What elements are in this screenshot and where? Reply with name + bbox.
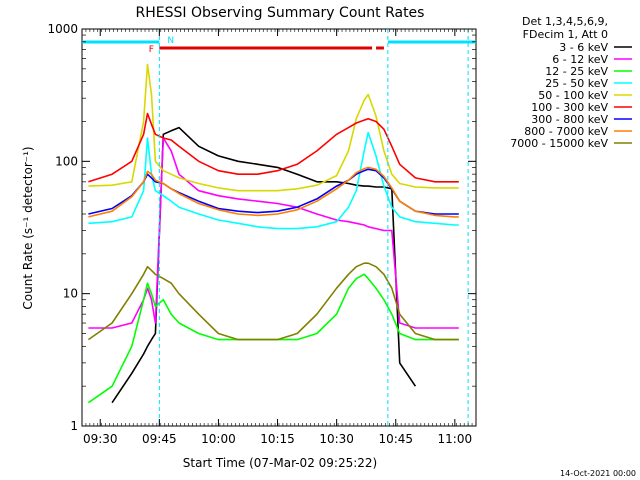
x-tick-label: 09:30 xyxy=(83,432,118,446)
legend-entry-label: 300 - 800 keV xyxy=(531,113,608,126)
series-line-2 xyxy=(87,273,459,404)
x-tick-label: 10:45 xyxy=(378,432,413,446)
flag-bars: NF xyxy=(82,29,476,426)
plot-area xyxy=(81,28,477,427)
series-line-3 xyxy=(88,131,459,230)
x-tick-label: 11:00 xyxy=(438,432,473,446)
series-line-8 xyxy=(87,262,459,341)
legend-header: Det 1,3,4,5,6,9, xyxy=(522,15,608,28)
legend-entry-label: 3 - 6 keV xyxy=(559,41,608,54)
series-line-5 xyxy=(88,112,459,183)
legend-entry-label: 800 - 7000 keV xyxy=(524,125,608,138)
x-tick-label: 09:45 xyxy=(142,432,177,446)
legend-entry-label: 7000 - 15000 keV xyxy=(510,137,608,150)
legend-entry-label: 25 - 50 keV xyxy=(545,77,608,90)
series-group xyxy=(87,63,459,404)
series-line-0 xyxy=(111,126,417,404)
chart-title: RHESSI Observing Summary Count Rates xyxy=(136,5,425,21)
legend-entry-label: 100 - 300 keV xyxy=(531,101,608,114)
y-tick-label: 1 xyxy=(70,419,78,433)
y-tick-label: 1000 xyxy=(47,22,78,36)
night-flag-label: N xyxy=(167,36,174,46)
x-tick-label: 10:00 xyxy=(201,432,236,446)
series-line-7 xyxy=(88,166,459,218)
legend-entry-label: 12 - 25 keV xyxy=(545,65,608,78)
legend: Det 1,3,4,5,6,9,FDecim 1, Att 03 - 6 keV… xyxy=(510,15,632,150)
plot-frame xyxy=(81,28,477,427)
series-line-1 xyxy=(88,137,459,329)
y-tick-label: 100 xyxy=(55,154,78,168)
series-line-4 xyxy=(88,63,459,192)
x-axis-label: Start Time (07-Mar-02 09:25:22) xyxy=(183,456,377,470)
legend-header: FDecim 1, Att 0 xyxy=(523,28,608,41)
x-tick-label: 10:30 xyxy=(319,432,354,446)
x-tick-label: 10:15 xyxy=(260,432,295,446)
y-axis-label: Count Rate (s⁻¹ detector⁻¹) xyxy=(21,146,35,309)
legend-entry-label: 50 - 100 keV xyxy=(538,89,608,102)
flare-flag-label: F xyxy=(149,45,154,55)
y-tick-label: 10 xyxy=(63,287,78,301)
legend-entry-label: 6 - 12 keV xyxy=(552,53,608,66)
axes: 09:30 09:45 10:00 10:15 10:30 10:45 11:00 1 10 10… xyxy=(47,22,476,446)
footer-date: 14-Oct-2021 00:00 xyxy=(560,469,636,478)
